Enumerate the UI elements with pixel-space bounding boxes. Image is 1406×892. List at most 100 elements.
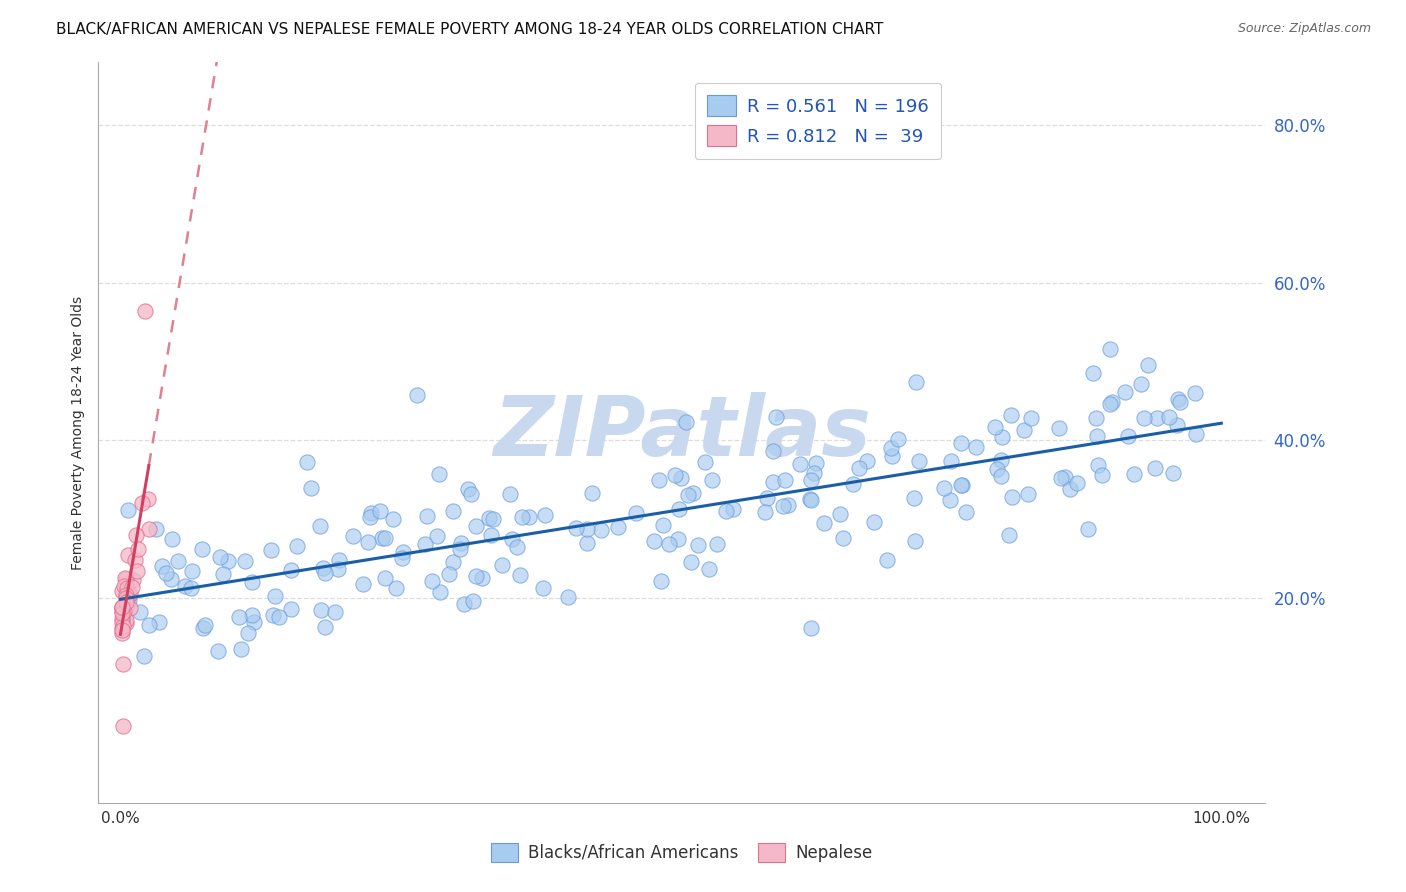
Point	[1012, 423, 1035, 437]
Point	[110, 612, 132, 626]
Point	[416, 509, 439, 524]
Point	[668, 502, 690, 516]
Point	[427, 467, 450, 482]
Point	[880, 441, 903, 455]
Point	[773, 473, 796, 487]
Point	[1101, 395, 1123, 409]
Point	[132, 648, 155, 663]
Point	[342, 529, 364, 543]
Point	[984, 419, 1007, 434]
Point	[478, 511, 501, 525]
Point	[1001, 491, 1024, 505]
Point	[1050, 470, 1073, 484]
Point	[1098, 342, 1121, 356]
Point	[589, 523, 612, 537]
Point	[517, 509, 540, 524]
Point	[262, 608, 284, 623]
Point	[482, 512, 505, 526]
Point	[682, 486, 704, 500]
Point	[212, 567, 235, 582]
Point	[295, 455, 318, 469]
Point	[392, 544, 415, 558]
Point	[1130, 377, 1153, 392]
Point	[134, 303, 156, 318]
Point	[990, 469, 1012, 483]
Point	[998, 528, 1021, 542]
Point	[1185, 427, 1208, 442]
Point	[111, 600, 134, 615]
Point	[118, 600, 141, 615]
Point	[264, 589, 287, 603]
Point	[280, 602, 302, 616]
Point	[328, 553, 350, 567]
Point	[755, 491, 778, 505]
Point	[145, 522, 167, 536]
Point	[128, 605, 150, 619]
Point	[1166, 417, 1188, 432]
Point	[110, 623, 132, 637]
Point	[950, 477, 973, 491]
Point	[384, 582, 406, 596]
Point	[1184, 385, 1206, 400]
Point	[882, 450, 904, 464]
Point	[115, 591, 138, 605]
Point	[533, 508, 555, 522]
Point	[413, 537, 436, 551]
Point	[762, 475, 785, 490]
Point	[160, 532, 183, 546]
Point	[112, 579, 135, 593]
Point	[693, 455, 716, 469]
Point	[575, 522, 598, 536]
Point	[285, 539, 308, 553]
Point	[125, 564, 148, 578]
Point	[441, 555, 464, 569]
Point	[581, 486, 603, 500]
Point	[772, 500, 794, 514]
Point	[1077, 522, 1099, 536]
Point	[471, 571, 494, 585]
Point	[1066, 475, 1088, 490]
Point	[117, 549, 139, 563]
Point	[658, 537, 681, 551]
Point	[308, 519, 330, 533]
Point	[499, 487, 522, 501]
Point	[1019, 411, 1042, 425]
Point	[1133, 410, 1156, 425]
Point	[381, 512, 404, 526]
Point	[624, 506, 647, 520]
Point	[510, 510, 533, 524]
Point	[110, 600, 132, 615]
Point	[531, 581, 554, 595]
Point	[1122, 467, 1144, 482]
Point	[1083, 366, 1105, 380]
Point	[1161, 467, 1184, 481]
Point	[117, 588, 139, 602]
Point	[110, 615, 132, 629]
Point	[950, 478, 973, 492]
Point	[1047, 421, 1070, 435]
Point	[463, 594, 485, 608]
Point	[374, 531, 396, 545]
Point	[761, 444, 783, 458]
Point	[180, 581, 202, 595]
Point	[406, 388, 429, 402]
Point	[115, 613, 138, 627]
Point	[721, 501, 744, 516]
Point	[1168, 395, 1191, 409]
Point	[122, 573, 145, 587]
Point	[138, 522, 160, 536]
Point	[231, 642, 253, 657]
Point	[111, 606, 134, 620]
Point	[676, 488, 699, 502]
Text: Source: ZipAtlas.com: Source: ZipAtlas.com	[1237, 22, 1371, 36]
Point	[607, 520, 630, 534]
Point	[110, 584, 132, 599]
Point	[457, 482, 479, 496]
Point	[368, 503, 391, 517]
Point	[464, 519, 486, 533]
Point	[789, 457, 811, 471]
Point	[359, 510, 381, 524]
Point	[269, 610, 291, 624]
Point	[1084, 410, 1107, 425]
Point	[652, 517, 675, 532]
